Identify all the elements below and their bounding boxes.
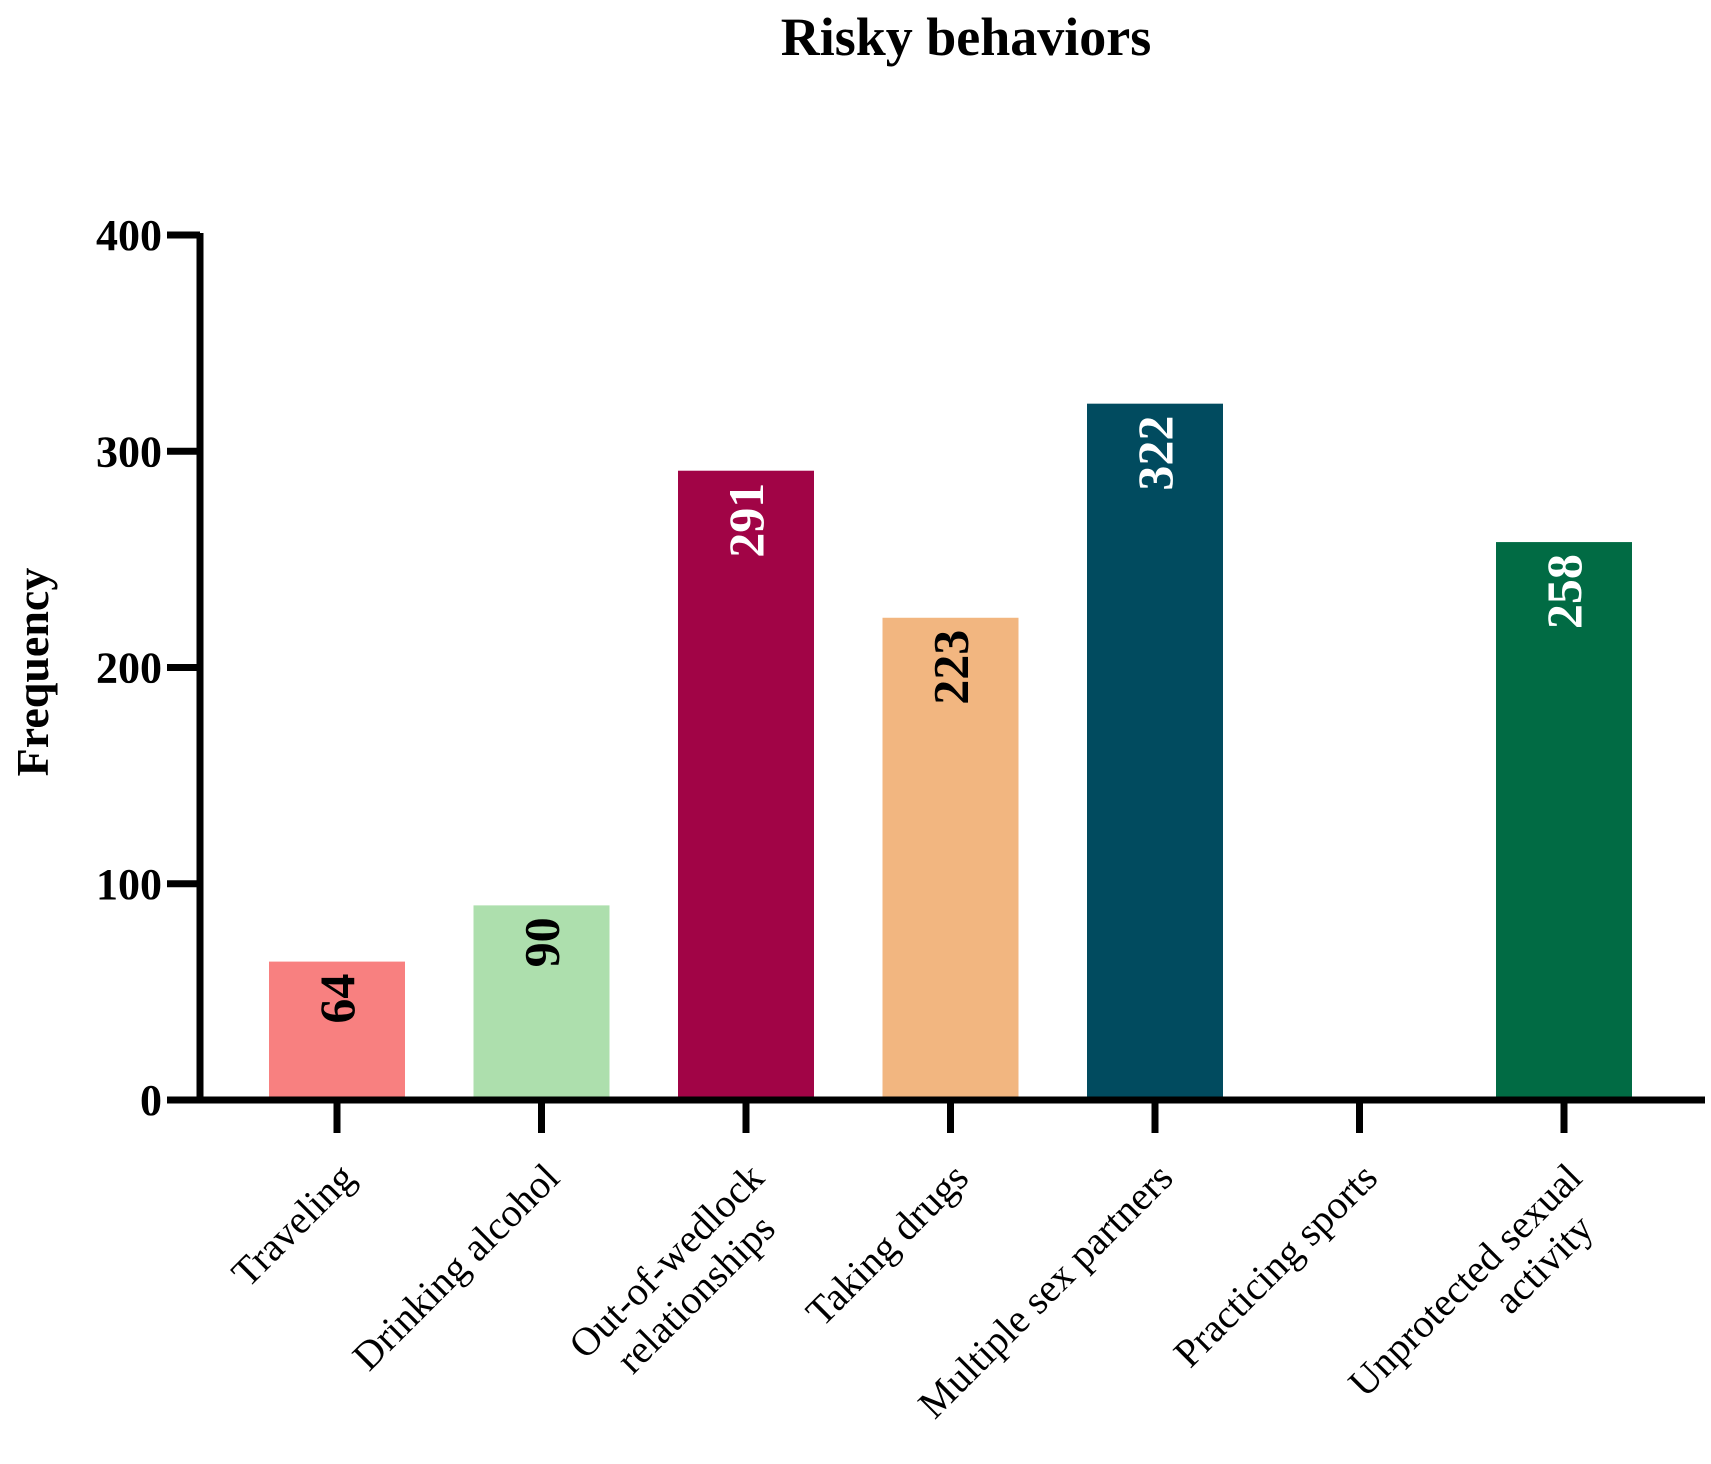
data-label: 64 [309,974,365,1024]
x-tick-label: Taking drugs [797,1155,977,1335]
x-tick-label: Unprotected sexualactivity [1339,1155,1621,1437]
x-tick-label: Out-of-wedlockrelationships [560,1155,804,1399]
data-label: 258 [1536,554,1592,629]
data-label: 223 [923,630,979,705]
y-axis-label: Frequency [7,568,58,777]
y-tick-label: 100 [96,860,162,909]
bar [1087,403,1223,1100]
chart-title: Risky behaviors [781,7,1152,67]
bars: 64 90 291 223 322 258 [269,403,1632,1100]
bar [678,470,814,1100]
bar [1496,542,1632,1100]
x-tick-label: Drinking alcohol [344,1155,568,1379]
y-tick-label: 200 [96,644,162,693]
bar [269,961,405,1100]
y-tick-label: 400 [96,211,162,260]
data-label: 322 [1127,416,1183,491]
y-tick-label: 300 [96,427,162,476]
bar [473,905,610,1100]
y-tick-label: 0 [140,1076,162,1125]
bar [882,617,1019,1100]
data-label: 90 [514,917,570,967]
x-tick-label: Traveling [223,1155,364,1296]
data-label: 291 [718,483,774,558]
x-tick-label: Practicing sports [1165,1155,1386,1376]
